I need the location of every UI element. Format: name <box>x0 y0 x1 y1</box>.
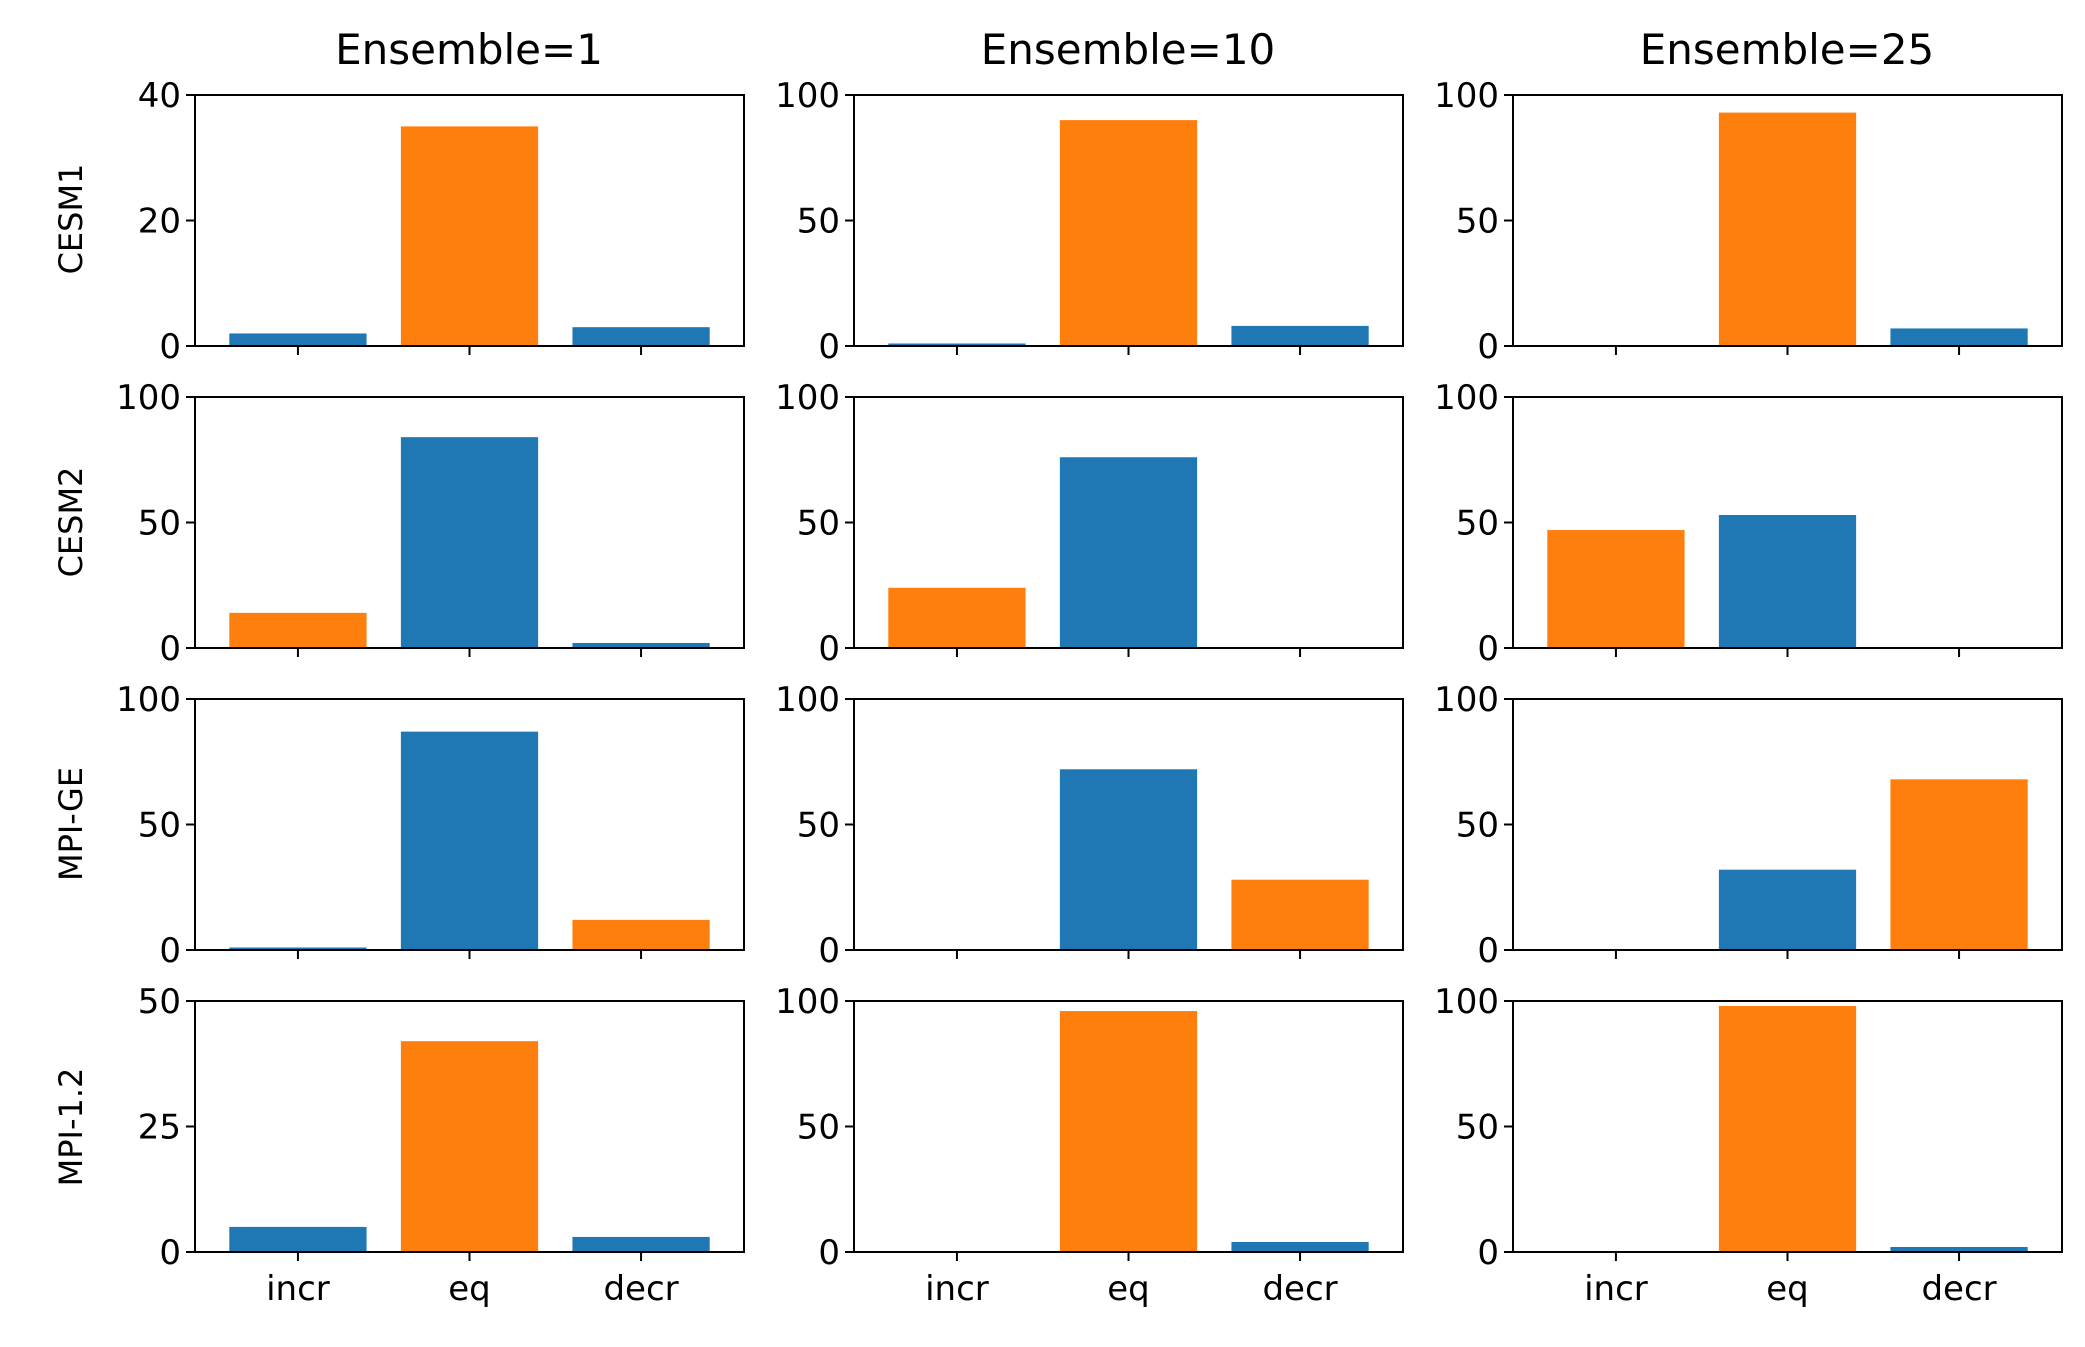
y-tick-label-50: 50 <box>797 1108 840 1148</box>
y-tick-label-0: 0 <box>159 629 181 669</box>
row-label-mpi-ge: MPI-GE <box>52 767 90 881</box>
y-tick-label-25: 25 <box>138 1108 181 1148</box>
y-tick-label-0: 0 <box>818 931 840 971</box>
x-tick-label-decr: decr <box>1921 1269 1996 1309</box>
y-tick-label-0: 0 <box>818 1233 840 1273</box>
y-tick-label-100: 100 <box>775 680 840 720</box>
y-tick-label-100: 100 <box>775 76 840 116</box>
bar-eq <box>400 731 539 950</box>
panel-r3-c2: 0 50 100 <box>775 680 1404 971</box>
bar-incr <box>888 587 1026 648</box>
bar-decr <box>572 327 710 346</box>
y-tick-label-50: 50 <box>138 982 181 1022</box>
bar-decr <box>1231 879 1369 950</box>
bar-eq <box>400 437 539 648</box>
panel-r1-c3: 0 50 100 <box>1434 76 2063 367</box>
x-tick-label-eq: eq <box>1107 1269 1150 1309</box>
panel-r1-c2: 0 50 100 <box>775 76 1404 367</box>
bar-decr <box>1890 779 2028 950</box>
y-tick-label-0: 0 <box>159 1233 181 1273</box>
y-tick-label-50: 50 <box>797 202 840 242</box>
y-tick-label-100: 100 <box>1434 378 1499 418</box>
panel-r4-c2: incr eq decr 0 50 100 <box>775 982 1404 1309</box>
y-tick-label-0: 0 <box>159 931 181 971</box>
bar-decr <box>572 1236 710 1252</box>
y-tick-label-50: 50 <box>1456 202 1499 242</box>
bar-eq <box>1718 869 1857 950</box>
x-tick-label-incr: incr <box>1584 1269 1648 1309</box>
column-title-ensemble-25: Ensemble=25 <box>1640 25 1935 74</box>
bar-eq <box>1059 769 1198 950</box>
column-title-ensemble-10: Ensemble=10 <box>981 25 1276 74</box>
x-tick-label-eq: eq <box>1766 1269 1809 1309</box>
y-tick-label-100: 100 <box>1434 680 1499 720</box>
panel-r2-c3: 0 50 100 <box>1434 378 2063 669</box>
panel-r4-c3: incr eq decr 0 50 100 <box>1434 982 2063 1309</box>
row-label-mpi-1-2: MPI-1.2 <box>52 1068 90 1187</box>
x-tick-label-incr: incr <box>925 1269 989 1309</box>
y-tick-label-0: 0 <box>818 327 840 367</box>
x-tick-label-eq: eq <box>448 1269 491 1309</box>
x-tick-label-decr: decr <box>603 1269 678 1309</box>
y-tick-label-50: 50 <box>797 806 840 846</box>
y-tick-label-0: 0 <box>818 629 840 669</box>
bar-eq <box>1718 514 1857 648</box>
bar-eq <box>400 126 539 347</box>
bar-eq <box>1718 1006 1857 1252</box>
panel-r4-c1: incr eq decr 0 25 50 <box>138 982 745 1309</box>
y-tick-label-100: 100 <box>775 378 840 418</box>
y-tick-label-50: 50 <box>797 504 840 544</box>
bar-incr <box>229 333 367 346</box>
y-tick-label-0: 0 <box>1477 327 1499 367</box>
bar-eq <box>1059 457 1198 648</box>
column-title-ensemble-1: Ensemble=1 <box>335 25 603 74</box>
row-label-cesm2: CESM2 <box>52 467 90 578</box>
row-label-cesm1: CESM1 <box>52 164 90 275</box>
panel-r2-c1: 0 50 100 <box>116 378 745 669</box>
bar-decr <box>1890 328 2028 346</box>
bar-decr <box>1890 1246 2028 1252</box>
y-tick-label-50: 50 <box>138 504 181 544</box>
y-tick-label-0: 0 <box>1477 1233 1499 1273</box>
y-tick-label-0: 0 <box>1477 629 1499 669</box>
y-tick-label-50: 50 <box>1456 1108 1499 1148</box>
y-tick-label-100: 100 <box>116 378 181 418</box>
bar-incr <box>888 343 1026 346</box>
bar-eq <box>1718 112 1857 346</box>
y-tick-label-0: 0 <box>159 327 181 367</box>
bar-decr <box>1231 325 1369 346</box>
y-tick-label-100: 100 <box>1434 76 1499 116</box>
x-tick-label-incr: incr <box>266 1269 330 1309</box>
bar-incr <box>229 612 367 648</box>
panel-r2-c2: 0 50 100 <box>775 378 1404 669</box>
y-tick-label-20: 20 <box>138 202 181 242</box>
y-tick-label-100: 100 <box>116 680 181 720</box>
y-tick-label-100: 100 <box>775 982 840 1022</box>
y-tick-label-0: 0 <box>1477 931 1499 971</box>
bar-decr <box>1231 1241 1369 1252</box>
bar-eq <box>1059 120 1198 346</box>
y-tick-label-50: 50 <box>138 806 181 846</box>
y-tick-label-100: 100 <box>1434 982 1499 1022</box>
bar-eq <box>1059 1011 1198 1252</box>
y-tick-label-50: 50 <box>1456 504 1499 544</box>
bar-decr <box>572 642 710 648</box>
panel-r3-c3: 0 50 100 <box>1434 680 2063 971</box>
y-tick-label-50: 50 <box>1456 806 1499 846</box>
bar-incr <box>229 1226 367 1252</box>
bar-decr <box>572 919 710 950</box>
y-tick-label-40: 40 <box>138 76 181 116</box>
bar-incr <box>1547 530 1685 648</box>
bar-eq <box>400 1041 539 1252</box>
x-tick-label-decr: decr <box>1262 1269 1337 1309</box>
panel-r1-c1: 0 20 40 <box>138 76 745 367</box>
bar-incr <box>229 947 367 950</box>
panel-r3-c1: 0 50 100 <box>116 680 745 971</box>
